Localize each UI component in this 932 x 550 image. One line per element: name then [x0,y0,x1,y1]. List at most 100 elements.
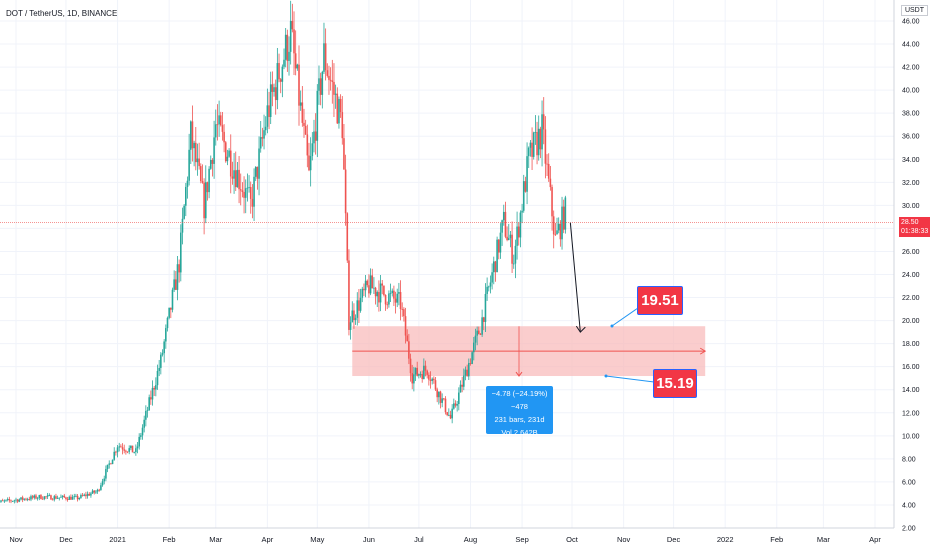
candle-body [21,497,24,500]
candle-body [541,114,543,150]
candle-body [165,328,167,342]
candle-body [358,300,360,311]
price-tick-label: 10.00 [902,433,920,440]
candle-body [471,352,473,364]
candle-body [428,374,430,380]
price-tick-label: 24.00 [902,272,920,279]
candle-body [128,448,131,452]
candle-body [494,261,497,273]
current-price-value: 28.50 [901,219,919,226]
candle-body [219,115,222,126]
candle-body [103,478,106,482]
candle-body [451,408,453,419]
candle-body [506,236,508,240]
price-tick-label: 44.00 [902,42,920,49]
candle-body [46,495,49,497]
candle-body [463,375,465,387]
candle-body [100,485,102,490]
candle-body [231,176,234,179]
candle-body [53,496,56,500]
candle-body [276,63,279,101]
candle-body [546,163,548,165]
candle-body [351,310,354,323]
candle-body [542,114,545,130]
candle-body [5,499,7,501]
candle-body [304,125,307,135]
price-tick-label: 4.00 [902,502,916,509]
candle-body [101,481,104,486]
candle-body [160,354,162,368]
candle-body [531,142,533,157]
candle-body [399,292,402,310]
candle-body [394,298,397,303]
candle-body [75,495,77,497]
candle-body [349,322,352,330]
candle-body [135,448,137,453]
time-tick-label: Feb [770,535,783,544]
candle-body [381,283,384,286]
candle-body [105,469,107,479]
candle-body [323,43,325,72]
candle-body [338,98,340,124]
candle-body [476,330,478,336]
candle-body [544,129,547,164]
time-tick-label: Aug [464,535,477,544]
measure-arrow-head [515,371,523,377]
candle-body [556,230,558,235]
price-tick-label: 18.00 [902,341,920,348]
candle-body [203,182,205,219]
candle-body [524,181,527,192]
candle-body [441,398,443,403]
bar-countdown: 01:38:33 [901,228,929,235]
candle-body [448,414,450,416]
time-tick-label: Apr [869,535,881,544]
candle-body [151,387,154,400]
candle-body [436,389,438,398]
candle-body [423,365,425,380]
candle-body [41,498,44,500]
candle-body [226,156,229,162]
candle-body [507,238,510,240]
candle-body [136,446,139,449]
time-tick-label: Dec [667,535,681,544]
candle-body [464,369,467,376]
candle-body [333,81,335,95]
candle-body [521,210,523,213]
candle-body [191,121,194,149]
candle-body [40,495,42,499]
candle-body [393,290,395,299]
candle-body [248,187,250,188]
candle-body [43,496,46,499]
candle-body [459,384,462,393]
current-price-tag: 28.50 01:38:33 [899,217,931,237]
candle-body [361,288,364,298]
candle-body [408,341,410,359]
candle-body [552,216,555,235]
candle-body [491,272,493,283]
candle-body [15,499,17,501]
candle-body [90,493,92,496]
candle-body [477,330,480,335]
candle-body [131,445,134,453]
candle-body [554,234,557,236]
candle-body [289,20,292,52]
candle-body [283,59,285,67]
candle-body [171,289,174,310]
candle-body [66,498,69,500]
candle-body [143,419,145,428]
candle-body [38,495,41,498]
candle-body [314,131,317,141]
candle-body [273,87,275,92]
candle-body [326,70,329,76]
price-tick-label: 36.00 [902,134,920,141]
currency-unit-label[interactable]: USDT [900,5,928,16]
candle-body [95,491,97,493]
candle-body [439,391,442,403]
measure-change: −4.78 (−24.19%) −478 [491,389,548,411]
candle-body [433,378,435,381]
candle-body [193,142,195,149]
price-tick-label: 34.00 [902,157,920,164]
candle-body [85,494,87,497]
candle-body [256,166,259,179]
